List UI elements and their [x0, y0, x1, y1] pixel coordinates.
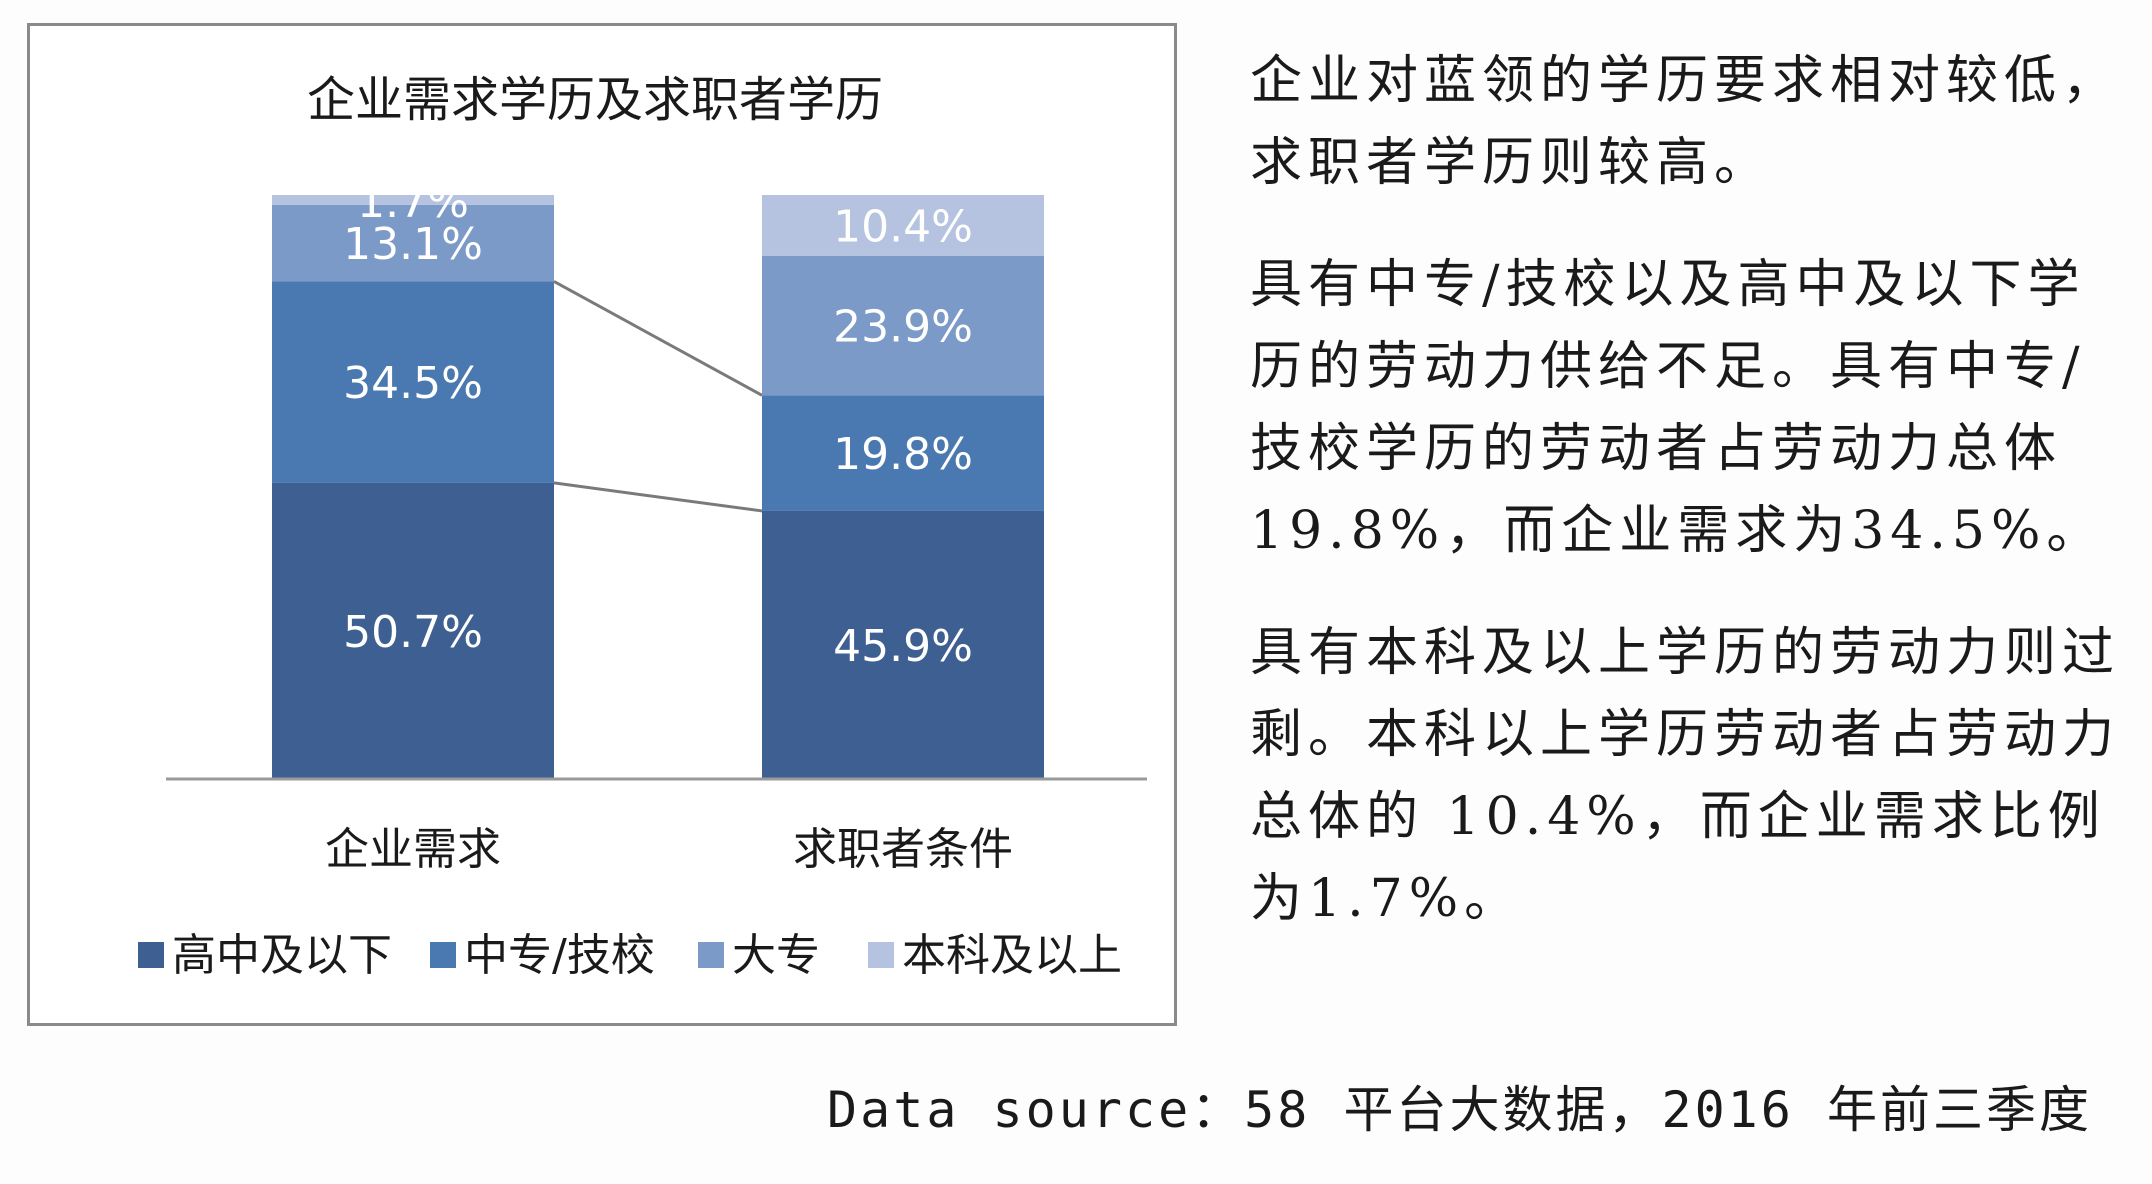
data-label: 19.8% [833, 429, 973, 480]
legend-swatch [868, 942, 894, 968]
legend: 高中及以下 中专/技校 大专 本科及以上 [138, 930, 1122, 981]
paragraph-3: 具有本科及以上学历的劳动力则过剩。本科以上学历劳动者占劳动力总体的 10.4%，… [1250, 623, 2121, 929]
legend-label: 本科及以上 [902, 930, 1122, 981]
bar-segment [762, 255, 1044, 396]
legend-label: 大专 [732, 930, 820, 981]
data-label: 1.7% [357, 177, 469, 228]
legend-swatch [138, 942, 164, 968]
category-label: 企业需求 [325, 824, 501, 875]
legend-swatch [430, 942, 456, 968]
stacked-bar-chart: 企业需求学历及求职者学历 50.7% 34.5% 13.1%1.7% 45.9% 19.… [138, 72, 1147, 981]
category-label: 求职者条件 [793, 824, 1013, 875]
chart-title: 企业需求学历及求职者学历 [307, 72, 883, 128]
legend-swatch [698, 942, 724, 968]
bar-segment [272, 281, 554, 483]
legend-label: 高中及以下 [172, 930, 392, 981]
bar-segment [272, 482, 554, 779]
paragraph-2: 具有中专/技校以及高中及以下学历的劳动力供给不足。具有中专/技校学历的劳动者占劳… [1250, 255, 2105, 561]
bar-segment [762, 195, 1044, 256]
data-label: 23.9% [833, 302, 973, 353]
data-label: 34.5% [343, 358, 483, 409]
bars-group: 50.7% 34.5% 13.1%1.7% 45.9% 19.8% 23.9% 10.4% [272, 177, 1044, 779]
data-label: 45.9% [833, 621, 973, 672]
data-label: 13.1% [343, 219, 483, 270]
chart-panel: 企业需求学历及求职者学历 50.7% 34.5% 13.1% 1.7% 45.9% 19.… [27, 23, 1177, 1026]
bar-segment [272, 195, 554, 205]
commentary-text: 企业对蓝领的学历要求相对较低，求职者学历则较高。 具有中专/技校以及高中及以下学… [1250, 40, 2130, 980]
data-label: 10.4% [833, 201, 973, 252]
bar-segment [762, 395, 1044, 511]
data-source: Data source：58 平台大数据，2016 年前三季度 [827, 1081, 2092, 1139]
bar-segment [272, 204, 554, 282]
paragraph-1: 企业对蓝领的学历要求相对较低，求职者学历则较高。 [1250, 51, 2121, 193]
data-label: 50.7% [343, 607, 483, 658]
bar-segment [762, 510, 1044, 779]
category-labels: 企业需求 求职者条件 [325, 824, 1013, 875]
connector-line [553, 481, 763, 513]
legend-label: 中专/技校 [464, 930, 655, 981]
connector-line [553, 280, 763, 397]
